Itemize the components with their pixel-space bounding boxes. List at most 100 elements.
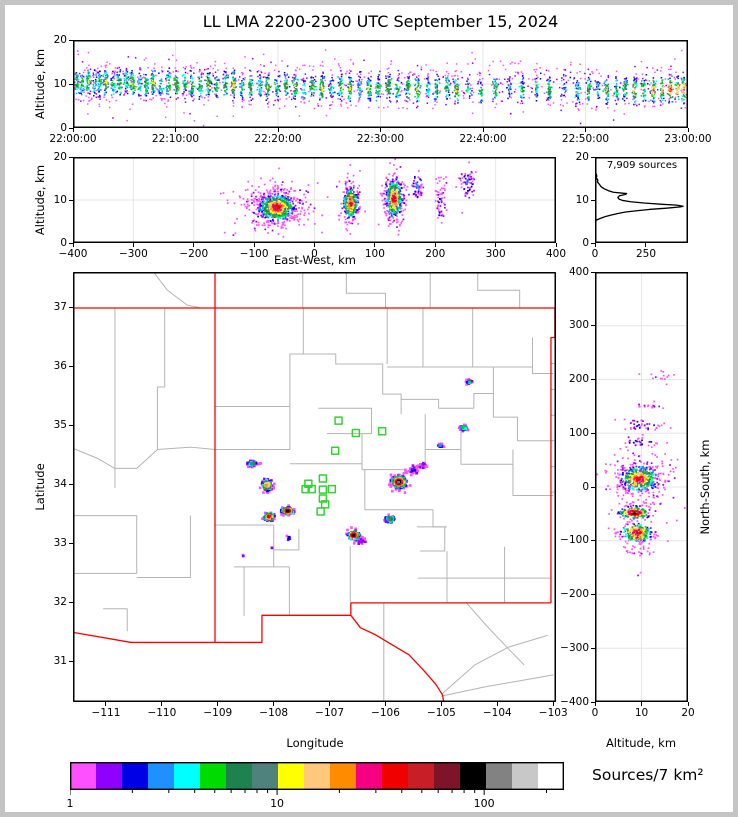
- x-tick-mark: [273, 702, 275, 706]
- x-tick-label: −103: [538, 707, 568, 719]
- x-tick-label: −111: [91, 707, 121, 719]
- y-tick-label: 300: [568, 319, 589, 332]
- x-tick-mark: [193, 243, 195, 247]
- altitude-histogram-canvas: [595, 157, 688, 243]
- y-tick-label: 0: [582, 480, 589, 493]
- map-x-label: Longitude: [286, 736, 344, 750]
- x-tick-label: −200: [179, 248, 209, 260]
- x-tick-label: 400: [545, 248, 567, 260]
- x-tick-label: 200: [425, 248, 446, 260]
- y-tick-mark: [591, 540, 595, 542]
- x-tick-label: −104: [482, 707, 512, 719]
- x-tick-mark: [384, 702, 386, 706]
- x-tick-label: 22:10:00: [151, 133, 200, 145]
- source-count-annotation: 7,909 sources: [606, 160, 678, 171]
- x-tick-mark: [105, 702, 107, 706]
- y-tick-label: 10: [575, 193, 589, 206]
- y-tick-label: 400: [568, 265, 589, 278]
- colorbar-tick-label: 10: [270, 797, 285, 810]
- y-tick-mark: [591, 486, 595, 488]
- x-tick-label: 10: [634, 707, 649, 719]
- x-tick-label: −107: [315, 707, 345, 719]
- y-tick-mark: [591, 647, 595, 649]
- y-tick-mark: [69, 543, 73, 545]
- x-tick-mark: [434, 243, 436, 247]
- y-tick-mark: [69, 602, 73, 604]
- ew-panel-x-label: East-West, km: [274, 253, 356, 267]
- y-tick-mark: [69, 127, 73, 129]
- y-tick-mark: [69, 242, 73, 244]
- x-tick-mark: [641, 702, 642, 706]
- y-tick-mark: [591, 199, 595, 201]
- colorbar-label: Sources/7 km²: [592, 766, 704, 784]
- x-tick-mark: [594, 702, 596, 706]
- y-tick-label: 10: [53, 77, 67, 90]
- map-panel-canvas: [73, 272, 556, 702]
- x-tick-mark: [496, 702, 498, 706]
- x-tick-label: 250: [635, 248, 656, 260]
- x-tick-mark: [495, 243, 497, 247]
- x-tick-label: −109: [203, 707, 233, 719]
- y-tick-label: 100: [568, 426, 589, 439]
- x-tick-mark: [175, 128, 176, 132]
- y-tick-mark: [69, 39, 73, 41]
- y-tick-label: 34: [53, 478, 67, 491]
- y-tick-label: 0: [60, 121, 67, 134]
- page-title: LL LMA 2200-2300 UTC September 15, 2024: [202, 12, 559, 31]
- y-tick-label: 20: [53, 150, 67, 163]
- x-tick-label: 22:20:00: [254, 133, 302, 145]
- y-tick-label: 20: [53, 33, 67, 46]
- x-tick-mark: [314, 243, 315, 247]
- x-tick-mark: [585, 128, 586, 132]
- x-tick-label: 0: [591, 707, 599, 719]
- x-tick-mark: [482, 128, 484, 132]
- x-tick-mark: [217, 702, 219, 706]
- y-tick-mark: [69, 307, 73, 309]
- x-tick-label: 22:00:00: [49, 133, 97, 145]
- x-tick-label: 22:50:00: [561, 133, 610, 145]
- y-tick-label: 200: [568, 373, 589, 385]
- colorbar-tick-label: 1: [66, 797, 74, 810]
- northsouth-height-panel-canvas: [595, 272, 688, 702]
- y-tick-label: 20: [575, 150, 589, 163]
- y-tick-mark: [591, 379, 595, 380]
- eastwest-height-panel-canvas: [73, 157, 556, 243]
- y-tick-mark: [69, 199, 73, 201]
- x-tick-mark: [645, 243, 647, 247]
- x-tick-mark: [161, 702, 163, 706]
- y-tick-mark: [591, 325, 595, 327]
- x-tick-label: −400: [58, 248, 88, 260]
- y-tick-label: −200: [560, 588, 589, 600]
- y-tick-label: 37: [53, 301, 67, 314]
- y-tick-mark: [69, 83, 73, 85]
- y-tick-mark: [591, 594, 595, 595]
- ns-panel-x-label: Altitude, km: [605, 736, 677, 750]
- x-tick-label: 100: [364, 248, 385, 260]
- y-tick-mark: [69, 484, 73, 486]
- colorbar-tick-label: 100: [473, 797, 495, 810]
- x-tick-label: −110: [147, 707, 177, 719]
- y-tick-mark: [591, 156, 595, 158]
- x-tick-label: 0: [591, 248, 599, 260]
- y-tick-label: 32: [53, 596, 67, 609]
- x-tick-mark: [277, 128, 279, 132]
- x-tick-label: −106: [371, 707, 400, 719]
- x-tick-mark: [374, 243, 376, 247]
- x-tick-label: 22:30:00: [356, 133, 405, 145]
- y-tick-label: −100: [560, 534, 589, 547]
- x-tick-mark: [132, 243, 134, 247]
- y-tick-label: 33: [53, 537, 67, 550]
- time-height-panel-canvas: [73, 40, 688, 128]
- x-tick-mark: [380, 128, 381, 132]
- y-tick-mark: [69, 366, 73, 368]
- x-tick-mark: [687, 702, 689, 706]
- y-tick-label: −400: [560, 695, 589, 708]
- x-tick-mark: [594, 243, 596, 247]
- y-tick-label: 10: [53, 193, 67, 206]
- x-tick-mark: [687, 128, 689, 132]
- x-tick-label: −105: [426, 707, 456, 719]
- x-tick-mark: [555, 243, 557, 247]
- y-tick-label: 35: [53, 419, 67, 432]
- y-tick-label: 0: [60, 236, 67, 249]
- x-tick-label: −100: [239, 248, 269, 260]
